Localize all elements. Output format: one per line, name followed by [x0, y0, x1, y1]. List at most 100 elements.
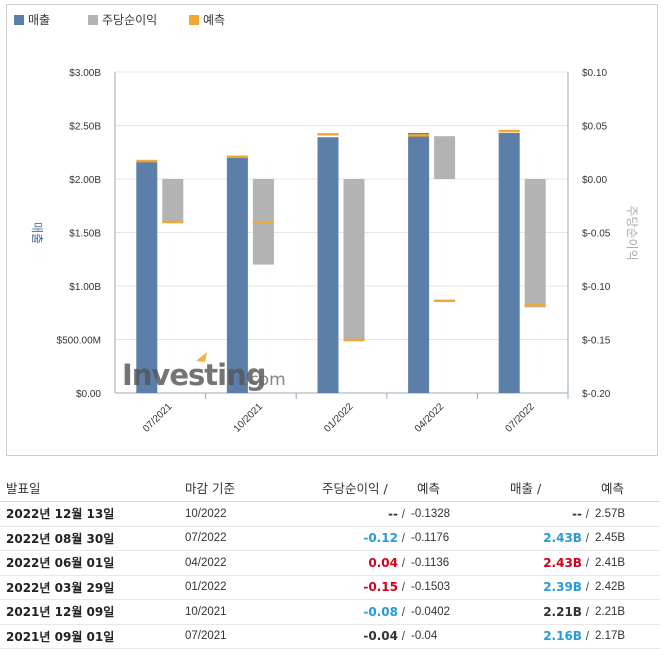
period-end: 10/2021: [185, 599, 322, 625]
header-eps-slash: /: [383, 481, 388, 496]
eps-slash: /: [401, 508, 405, 521]
legend-swatch-0: [14, 15, 24, 25]
revenue-actual: 2.39B: [543, 580, 582, 595]
revenue-forecast: 2.41B: [589, 550, 660, 576]
watermark-accent-icon: [196, 352, 207, 362]
eps-cell: -- /: [322, 501, 405, 527]
revenue-cell: 2.16B /: [510, 624, 589, 649]
right-tick-label: $0.10: [582, 68, 607, 79]
revenue-actual: 2.16B: [543, 629, 582, 644]
eps-bar: [434, 136, 456, 179]
revenue-bar: [498, 132, 520, 394]
period-end: 07/2022: [185, 526, 322, 551]
header-date[interactable]: 발표일: [0, 474, 185, 502]
revenue-forecast: 2.45B: [589, 526, 660, 551]
table-row: 2021년 09월 01일 07/2021 -0.04 /-0.04 2.16B /2…: [0, 624, 660, 649]
eps-actual: -0.08: [363, 604, 398, 619]
header-eps-label: 주당순이익: [322, 481, 380, 496]
table-row: 2021년 12월 09일 10/2021 -0.08 /-0.0402 2.21B …: [0, 599, 660, 625]
revenue-bar: [408, 132, 430, 394]
header-revenue-label: 매출: [510, 481, 534, 496]
header-revenue-forecast[interactable]: 예측: [589, 474, 660, 502]
left-tick-label: $500.00M: [57, 336, 101, 347]
revenue-forecast: 2.17B: [589, 624, 660, 649]
right-tick-label: $0.00: [582, 175, 607, 186]
revenue-forecast: 2.57B: [589, 501, 660, 527]
x-tick-label: 10/2021: [232, 401, 266, 435]
revenue-actual: 2.43B: [543, 555, 582, 570]
revenue-forecast-marker: [136, 159, 158, 163]
table-row: 2022년 12월 13일 10/2022 -- / -0.1328 -- /2.57B: [0, 501, 660, 527]
eps-bar: [343, 179, 365, 340]
revenue-slash: /: [585, 582, 589, 595]
eps-forecast: -0.0402: [405, 599, 510, 625]
x-tick-label: 04/2022: [413, 401, 447, 435]
header-eps-forecast[interactable]: 예측: [405, 474, 510, 502]
table-row: 2022년 03월 29일 01/2022 -0.15 /-0.1503 2.39B …: [0, 575, 660, 600]
left-tick-label: $0.00: [76, 389, 101, 400]
eps-forecast-marker: [434, 299, 456, 303]
eps-slash: /: [401, 533, 405, 546]
eps-actual: -0.15: [363, 580, 398, 595]
release-date: 2022년 12월 13일: [0, 501, 185, 527]
table-row: 2022년 06월 01일 04/2022 0.04 /-0.1136 2.43B /…: [0, 550, 660, 576]
right-tick-label: $-0.10: [582, 282, 611, 293]
eps-slash: /: [401, 557, 405, 570]
legend-swatch-2: [189, 15, 199, 25]
eps-slash: /: [401, 606, 405, 619]
table-header-row: 발표일 마감 기준 주당순이익 / 예측 매출 / 예측: [0, 474, 660, 502]
period-end: 07/2021: [185, 624, 322, 649]
revenue-bar: [317, 137, 339, 393]
eps-cell: -0.15 /: [322, 575, 405, 600]
header-revenue[interactable]: 매출 /: [510, 474, 589, 502]
left-tick-label: $1.50B: [69, 229, 101, 240]
left-tick-label: $1.00B: [69, 282, 101, 293]
right-axis-title: 주당순이익: [625, 205, 639, 260]
x-tick-label: 01/2022: [322, 401, 356, 435]
revenue-slash: /: [585, 631, 589, 644]
right-tick-label: $-0.05: [582, 229, 611, 240]
eps-forecast: -0.1328: [405, 501, 510, 527]
earnings-chart: 매출 주당순이익 예측$3.00B$2.50B$2.00B$1.50B$1.00B$…: [14, 13, 639, 435]
revenue-cell: 2.21B /: [510, 599, 589, 625]
header-eps[interactable]: 주당순이익 /: [322, 474, 405, 502]
eps-forecast-marker: [162, 220, 184, 224]
revenue-actual: 2.21B: [543, 604, 582, 619]
eps-cell: -0.08 /: [322, 599, 405, 625]
x-tick-label: 07/2022: [503, 401, 537, 435]
header-revenue-slash: /: [537, 481, 542, 496]
eps-forecast-marker: [524, 303, 546, 307]
revenue-actual: --: [572, 506, 582, 521]
eps-cell: 0.04 /: [322, 550, 405, 576]
eps-forecast: -0.1136: [405, 550, 510, 576]
revenue-forecast: 2.42B: [589, 575, 660, 600]
revenue-forecast-marker: [226, 155, 248, 159]
revenue-forecast-marker: [317, 133, 339, 136]
revenue-cell: 2.39B /: [510, 575, 589, 600]
earnings-table: 발표일 마감 기준 주당순이익 / 예측 매출 / 예측 2022년 12월 1…: [0, 474, 660, 649]
revenue-slash: /: [585, 508, 589, 521]
legend-label-1: 주당순이익: [102, 13, 157, 27]
eps-actual: -0.12: [363, 531, 398, 546]
revenue-cell: 2.43B /: [510, 526, 589, 551]
eps-actual: 0.04: [368, 555, 398, 570]
eps-cell: -0.04 /: [322, 624, 405, 649]
period-end: 01/2022: [185, 575, 322, 600]
eps-forecast: -0.04: [405, 624, 510, 649]
eps-slash: /: [401, 582, 405, 595]
revenue-bar: [136, 161, 158, 393]
right-tick-label: $-0.20: [582, 389, 611, 400]
revenue-cell: -- /: [510, 501, 589, 527]
eps-forecast-marker: [252, 221, 274, 224]
release-date: 2021년 12월 09일: [0, 599, 185, 625]
period-end: 10/2022: [185, 501, 322, 527]
release-date: 2021년 09월 01일: [0, 624, 185, 649]
release-date: 2022년 08월 30일: [0, 526, 185, 551]
left-tick-label: $2.50B: [69, 122, 101, 133]
eps-forecast: -0.1176: [405, 526, 510, 551]
header-period[interactable]: 마감 기준: [185, 474, 322, 502]
period-end: 04/2022: [185, 550, 322, 576]
revenue-forecast: 2.21B: [589, 599, 660, 625]
revenue-forecast-marker: [408, 134, 430, 137]
eps-slash: /: [401, 631, 405, 644]
